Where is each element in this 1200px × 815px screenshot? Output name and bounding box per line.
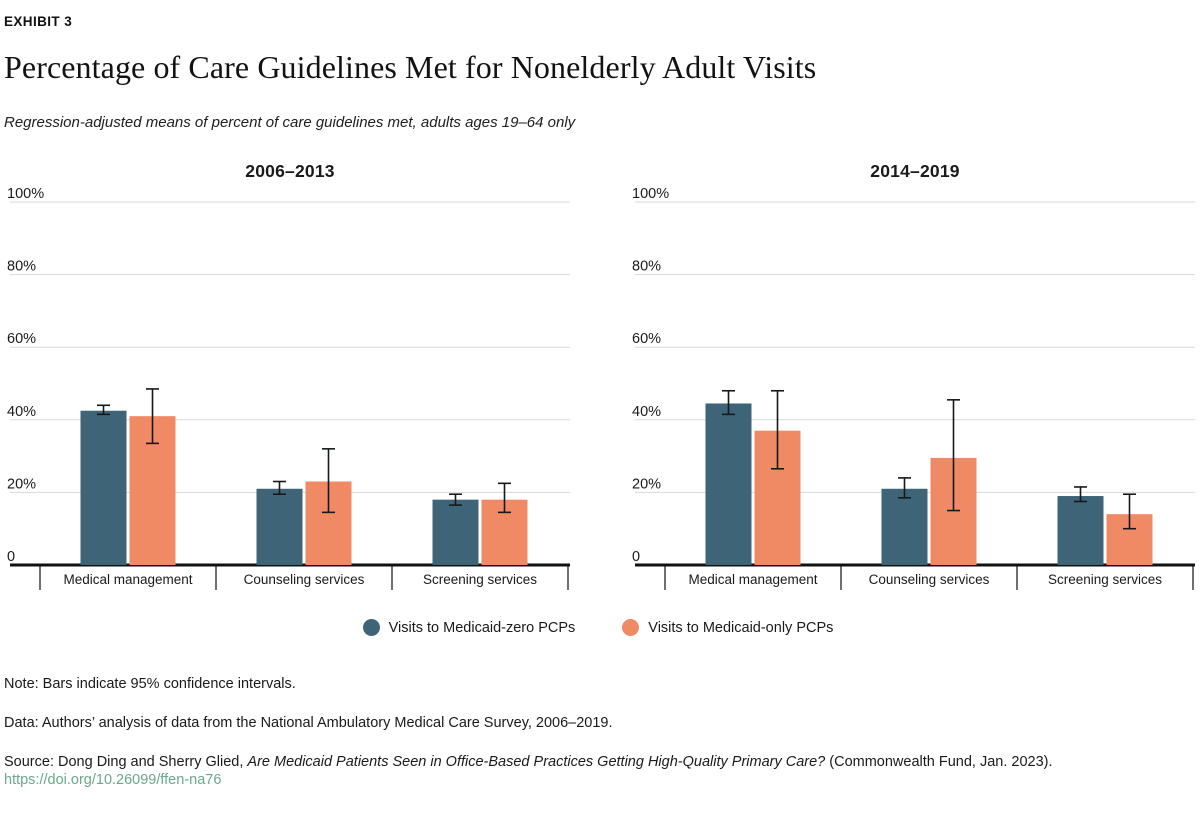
svg-text:80%: 80% <box>7 259 36 275</box>
exhibit-page: EXHIBIT 3 Percentage of Care Guidelines … <box>4 14 1195 788</box>
svg-text:40%: 40% <box>632 404 661 420</box>
source-prefix: Source: Dong Ding and Sherry Glied, <box>4 754 248 770</box>
data-line: Data: Authors’ analysis of data from the… <box>4 715 613 731</box>
svg-text:Medical management: Medical management <box>688 572 817 587</box>
source-suffix: (Commonwealth Fund, Jan. 2023). <box>825 754 1053 770</box>
svg-text:Counseling services: Counseling services <box>244 572 365 587</box>
svg-text:Counseling services: Counseling services <box>869 572 990 587</box>
charts-row: 2006–2013 100% 80% 60% 40% 20% 0 Medical manag… <box>5 161 1195 593</box>
svg-text:20%: 20% <box>7 476 36 492</box>
svg-text:Screening services: Screening services <box>423 572 537 587</box>
legend-label-medicaid-zero: Visits to Medicaid-zero PCPs <box>388 619 576 636</box>
doi-link[interactable]: https://doi.org/10.26099/ffen-na76 <box>4 772 222 788</box>
svg-text:40%: 40% <box>7 404 36 420</box>
legend-dot-medicaid-zero-icon <box>362 619 380 636</box>
svg-text:20%: 20% <box>632 476 661 492</box>
svg-text:0: 0 <box>632 549 640 565</box>
svg-text:60%: 60% <box>632 331 661 347</box>
footnotes: Note: Bars indicate 95% confidence inter… <box>4 676 1192 788</box>
source-line: Source: Dong Ding and Sherry Glied, Are … <box>4 754 1192 770</box>
note-line: Note: Bars indicate 95% confidence inter… <box>4 676 296 692</box>
exhibit-label: EXHIBIT 3 <box>4 14 73 29</box>
svg-text:100%: 100% <box>632 186 669 202</box>
chart-title-2014-2019: 2014–2019 <box>870 161 960 181</box>
chart-figure-2014-2019: 2014–2019 100% 80% 60% 40% 20% 0 Medical manag… <box>630 161 1200 593</box>
page-title: Percentage of Care Guidelines Met for No… <box>4 49 817 85</box>
legend-item-medicaid-zero: Visits to Medicaid-zero PCPs <box>362 619 576 636</box>
legend-label-medicaid-only: Visits to Medicaid-only PCPs <box>648 619 834 636</box>
chart-figure-2006-2013: 2006–2013 100% 80% 60% 40% 20% 0 Medical manag… <box>5 161 575 593</box>
page-subtitle: Regression-adjusted means of percent of … <box>4 114 576 131</box>
legend-item-medicaid-only: Visits to Medicaid-only PCPs <box>622 619 833 636</box>
svg-text:80%: 80% <box>632 259 661 275</box>
svg-text:60%: 60% <box>7 331 36 347</box>
chart-title-2006-2013: 2006–2013 <box>245 161 335 181</box>
legend: Visits to Medicaid-zero PCPs Visits to M… <box>4 619 1192 636</box>
svg-text:Medical management: Medical management <box>63 572 192 587</box>
source-title: Are Medicaid Patients Seen in Office-Bas… <box>247 754 826 770</box>
svg-text:100%: 100% <box>7 186 44 202</box>
legend-dot-medicaid-only-icon <box>622 619 640 636</box>
bar-chart-2006-2013: 100% 80% 60% 40% 20% 0 Medical management Couns… <box>7 186 570 590</box>
svg-text:0: 0 <box>7 549 15 565</box>
svg-text:Screening services: Screening services <box>1048 572 1162 587</box>
bar-chart-2014-2019: 100% 80% 60% 40% 20% 0 Medical management Couns… <box>632 186 1195 590</box>
